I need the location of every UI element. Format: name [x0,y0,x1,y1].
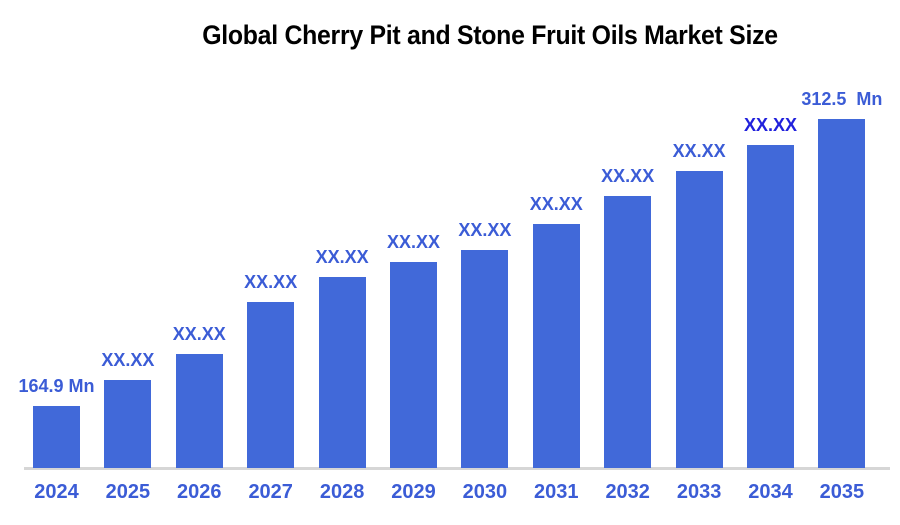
bar-2025 [104,380,152,468]
year-label-2032: 2032 [605,481,650,503]
value-label-2033: XX.XX [672,141,726,161]
value-label-2029: XX.XX [386,232,441,252]
bar-2027 [247,302,295,468]
year-label-2034: 2034 [748,481,793,503]
plot-area: 164.9 Mn XX.XX XX.XX XX.XX XX.XX XX.XX XX.XX XX… [18,0,890,470]
bar-2035 [818,119,866,468]
value-label-2035: 312.5 Mn [801,89,883,109]
bar-2024 [33,406,80,468]
bar-2028 [318,277,366,468]
x-axis-line [24,467,890,470]
bar-2034 [747,145,794,468]
year-label-2028: 2028 [319,481,365,503]
year-label-2035: 2035 [819,481,865,503]
year-label-2024: 2024 [34,481,79,503]
value-label-2032: XX.XX [601,166,655,186]
year-label-2026: 2026 [177,481,222,503]
value-label-2034: XX.XX [743,115,798,135]
year-label-2025: 2025 [105,481,151,503]
bar-2032 [604,196,652,468]
bar-2029 [390,262,437,468]
value-label-2025: XX.XX [101,350,155,370]
year-label-2031: 2031 [534,481,579,503]
value-label-2027: XX.XX [244,272,298,292]
year-label-2030: 2030 [462,481,508,503]
chart-title: Global Cherry Pit and Stone Fruit Oils M… [202,20,778,50]
value-label-2031: XX.XX [529,194,583,214]
value-label-2028: XX.XX [315,247,369,267]
value-label-2026: XX.XX [172,324,226,344]
bar-2033 [675,171,723,468]
bar-2026 [175,354,223,468]
value-label-2030: XX.XX [458,220,512,240]
bar-2030 [461,250,509,468]
bar-2031 [532,224,580,468]
year-label-2029: 2029 [391,481,436,503]
year-label-2033: 2033 [676,481,722,503]
year-label-2027: 2027 [248,481,293,503]
value-label-2024: 164.9 Mn [18,376,95,396]
